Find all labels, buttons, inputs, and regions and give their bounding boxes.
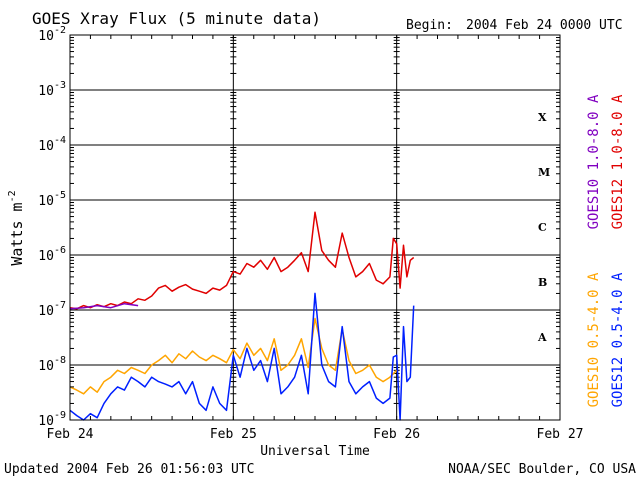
- flare-class-label: X: [538, 111, 547, 124]
- x-tick-label: Feb 26: [373, 427, 420, 442]
- x-tick-label: Feb 24: [47, 427, 94, 442]
- flare-class-label: C: [538, 221, 547, 234]
- x-tick-label: Feb 27: [537, 427, 584, 442]
- y-axis-label: Watts m-2: [7, 190, 26, 265]
- series-line: [69, 211, 415, 310]
- y-tick-base: 10: [38, 304, 54, 319]
- y-tick-label: 10-6: [38, 245, 66, 264]
- y-tick-label: 10-9: [38, 410, 66, 429]
- legend-entry: GOES10 0.5-4.0 A: [586, 272, 602, 407]
- y-tick-labels: 10-210-310-410-510-610-710-810-9: [38, 25, 66, 429]
- x-tick-labels: Feb 24 Feb 25 Feb 26 Feb 27: [47, 427, 584, 442]
- y-tick-base: 10: [38, 249, 54, 264]
- series-line: [69, 292, 415, 421]
- y-axis-label-exponent: -2: [7, 190, 18, 202]
- y-tick-base: 10: [38, 194, 54, 209]
- footer-credit: NOAA/SEC Boulder, CO USA: [448, 462, 636, 477]
- legend-entry: GOES12 0.5-4.0 A: [610, 272, 626, 407]
- axis-ticks: [69, 35, 561, 420]
- legend-entry: GOES12 1.0-8.0 A: [610, 94, 626, 229]
- y-tick-exponent: -7: [54, 300, 66, 311]
- y-tick-exponent: -4: [54, 135, 66, 146]
- flare-class-label: M: [538, 166, 550, 179]
- begin-label: Begin:: [406, 18, 453, 33]
- chart-title: GOES Xray Flux (5 minute data): [32, 9, 321, 28]
- y-tick-exponent: -9: [54, 410, 66, 421]
- y-tick-exponent: -5: [54, 190, 66, 201]
- flare-class-label: A: [537, 331, 547, 344]
- y-axis-label-text: Watts m: [8, 202, 26, 265]
- x-axis-label: Universal Time: [260, 444, 370, 459]
- legend-entry: GOES10 1.0-8.0 A: [586, 94, 602, 229]
- data-series: [69, 211, 415, 421]
- y-tick-label: 10-8: [38, 355, 66, 374]
- y-tick-exponent: -2: [54, 25, 66, 36]
- y-tick-base: 10: [38, 84, 54, 99]
- y-tick-label: 10-3: [38, 80, 66, 99]
- y-tick-exponent: -3: [54, 80, 66, 91]
- footer-updated: Updated 2004 Feb 26 01:56:03 UTC: [4, 462, 254, 477]
- y-tick-base: 10: [38, 359, 54, 374]
- y-tick-exponent: -6: [54, 245, 66, 256]
- y-tick-label: 10-7: [38, 300, 66, 319]
- y-tick-base: 10: [38, 139, 54, 154]
- begin-value: 2004 Feb 24 0000 UTC: [466, 18, 623, 33]
- y-tick-base: 10: [38, 414, 54, 429]
- flare-class-labels: X M C B A: [537, 111, 550, 344]
- x-tick-label: Feb 25: [210, 427, 257, 442]
- y-tick-base: 10: [38, 29, 54, 44]
- flare-class-label: B: [538, 276, 547, 289]
- y-tick-label: 10-5: [38, 190, 66, 209]
- y-tick-exponent: -8: [54, 355, 66, 366]
- y-tick-label: 10-2: [38, 25, 66, 44]
- legend: GOES10 1.0-8.0 A GOES12 1.0-8.0 A GOES10 0…: [586, 94, 626, 407]
- y-tick-label: 10-4: [38, 135, 66, 154]
- series-line: [69, 302, 139, 310]
